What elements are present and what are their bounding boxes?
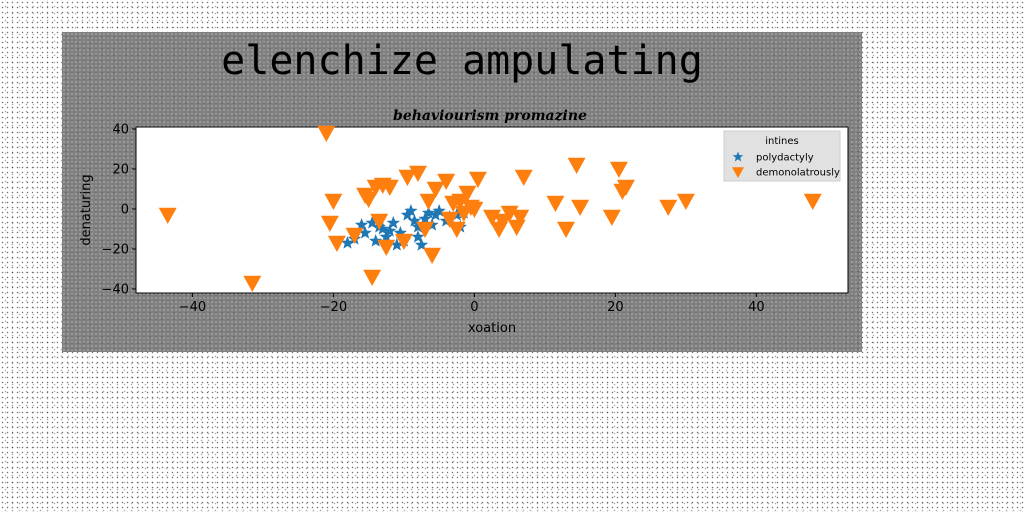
- data-point-polydactyly: [414, 238, 429, 251]
- data-point-demonolatrously: [398, 169, 417, 186]
- data-point-demonolatrously: [363, 269, 382, 286]
- data-point-demonolatrously: [408, 165, 427, 182]
- data-point-demonolatrously: [511, 209, 530, 226]
- data-point-polydactyly: [383, 224, 397, 237]
- chart-figure: elenchize ampulating behaviourism promaz…: [62, 32, 862, 352]
- legend-entry-demonolatrously: demonolatrously: [756, 168, 840, 179]
- data-point-polydactyly: [421, 206, 436, 219]
- data-point-demonolatrously: [370, 213, 389, 230]
- data-point-demonolatrously: [616, 179, 635, 196]
- data-point-demonolatrously: [514, 169, 533, 186]
- data-point-demonolatrously: [440, 211, 459, 228]
- data-point-demonolatrously: [320, 215, 339, 232]
- data-point-polydactyly: [400, 208, 415, 221]
- data-point-demonolatrously: [458, 185, 477, 202]
- data-point-demonolatrously: [394, 233, 413, 250]
- data-point-polydactyly: [432, 204, 446, 217]
- x-tick-label: 0: [470, 300, 478, 315]
- x-tick-label: −20: [320, 300, 347, 315]
- data-point-demonolatrously: [602, 209, 621, 226]
- x-tick-label: 20: [607, 300, 624, 315]
- data-point-demonolatrously: [447, 221, 466, 238]
- data-point-polydactyly: [369, 234, 383, 247]
- data-point-demonolatrously: [377, 239, 396, 256]
- legend-title: intines: [765, 136, 799, 147]
- chart-subtitle: behaviourism promazine: [393, 108, 587, 124]
- data-point-demonolatrously: [243, 275, 262, 292]
- data-point-demonolatrously: [317, 125, 336, 142]
- data-point-polydactyly: [379, 230, 393, 243]
- data-point-polydactyly: [376, 222, 390, 235]
- data-point-demonolatrously: [423, 247, 442, 264]
- legend-marker-polydactyly: [732, 151, 744, 162]
- data-point-polydactyly: [390, 238, 404, 251]
- x-axis-label: xoation: [468, 321, 516, 336]
- chart-title: elenchize ampulating: [221, 38, 703, 84]
- data-point-demonolatrously: [609, 161, 628, 178]
- data-point-polydactyly: [428, 208, 443, 221]
- data-point-demonolatrously: [803, 193, 822, 210]
- y-tick-label: −20: [102, 243, 129, 258]
- data-point-demonolatrously: [359, 191, 378, 208]
- data-point-polydactyly: [340, 236, 355, 249]
- data-point-demonolatrously: [557, 221, 576, 238]
- y-tick-label: 40: [112, 123, 129, 138]
- data-point-demonolatrously: [676, 193, 695, 210]
- data-point-demonolatrously: [468, 171, 487, 188]
- data-point-polydactyly: [411, 230, 425, 243]
- legend: intines polydactyly demonolatrously: [723, 130, 841, 182]
- data-point-demonolatrously: [324, 193, 343, 210]
- y-tick-label: 20: [112, 163, 129, 178]
- data-point-demonolatrously: [571, 199, 590, 216]
- data-points: [158, 125, 822, 292]
- data-point-polydactyly: [404, 204, 418, 217]
- x-tick-label: −40: [179, 300, 206, 315]
- data-point-demonolatrously: [158, 207, 177, 224]
- y-tick-label: 0: [121, 203, 129, 218]
- legend-entry-polydactyly: polydactyly: [756, 153, 814, 164]
- data-point-demonolatrously: [426, 181, 445, 198]
- data-point-demonolatrously: [416, 221, 435, 238]
- data-point-polydactyly: [358, 226, 372, 239]
- data-point-polydactyly: [386, 216, 400, 229]
- data-point-demonolatrously: [465, 201, 484, 218]
- legend-box: [723, 130, 841, 182]
- data-point-polydactyly: [354, 218, 369, 231]
- data-point-polydactyly: [365, 216, 379, 229]
- data-point-polydactyly: [393, 226, 408, 239]
- data-point-demonolatrously: [437, 173, 456, 190]
- data-point-demonolatrously: [546, 195, 565, 212]
- data-point-demonolatrously: [327, 235, 346, 252]
- y-axis-label: denaturing: [79, 174, 94, 245]
- x-tick-label: 40: [748, 300, 765, 315]
- data-point-demonolatrously: [419, 193, 438, 210]
- data-point-demonolatrously: [493, 213, 512, 230]
- legend-marker-demonolatrously: [732, 167, 744, 178]
- y-tick-label: −40: [102, 283, 129, 298]
- scatter-chart: elenchize ampulating behaviourism promaz…: [79, 38, 849, 336]
- data-point-demonolatrously: [567, 157, 586, 174]
- x-axis: −40 −20 0 20 40: [179, 293, 765, 315]
- data-point-polydactyly: [418, 212, 432, 225]
- data-point-demonolatrously: [659, 199, 678, 216]
- data-point-demonolatrously: [380, 179, 399, 196]
- data-point-demonolatrously: [345, 227, 364, 244]
- data-point-polydactyly: [411, 220, 425, 233]
- data-point-demonolatrously: [451, 193, 470, 210]
- y-axis: −40 −20 0 20 40: [102, 123, 136, 298]
- data-point-polydactyly: [407, 214, 422, 227]
